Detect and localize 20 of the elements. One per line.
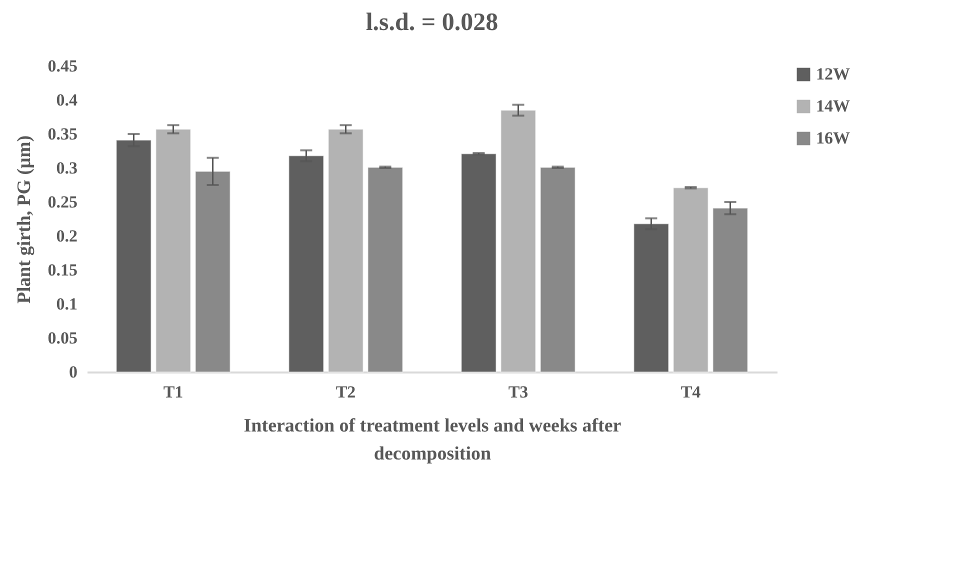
y-tick-label: 0.35 (48, 124, 78, 144)
x-tick-label: T2 (336, 382, 356, 402)
legend-label: 16W (816, 128, 850, 148)
y-tick-label: 0.4 (56, 90, 78, 110)
y-tick-label: 0 (69, 362, 78, 382)
y-tick-label: 0.45 (48, 56, 78, 76)
legend-label: 14W (816, 96, 850, 116)
chart-title: l.s.d. = 0.028 (366, 9, 498, 36)
y-tick-label: 0.15 (48, 260, 78, 280)
legend-label: 12W (816, 64, 850, 84)
y-tick-label: 0.1 (56, 294, 78, 314)
x-tick-label: T4 (680, 382, 702, 402)
x-tick-label: T1 (163, 382, 184, 402)
x-tick-label: T3 (508, 382, 528, 402)
y-tick-label: 0.25 (48, 192, 78, 212)
y-tick-label: 0.2 (56, 226, 78, 246)
y-tick-label: 0.3 (56, 158, 78, 178)
y-axis-title: Plant girth, PG (µm) (14, 135, 35, 304)
y-tick-label: 0.05 (48, 328, 78, 348)
x-axis-title: Interaction of treatment levels and weeks after decomposition (244, 416, 622, 464)
